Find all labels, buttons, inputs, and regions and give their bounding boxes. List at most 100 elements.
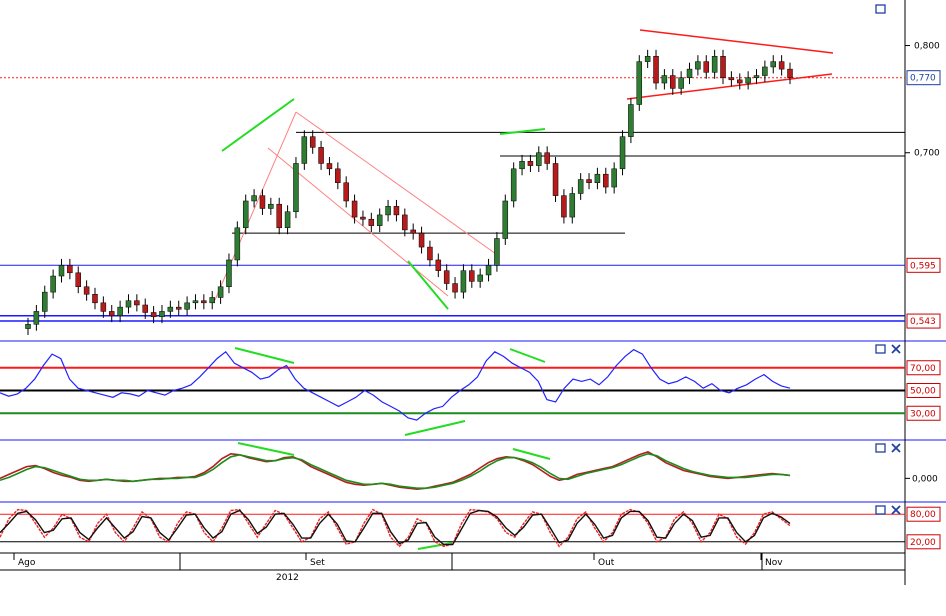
price-label: 0,543 bbox=[910, 317, 936, 327]
candle-body bbox=[494, 238, 500, 266]
candle-body bbox=[477, 274, 483, 282]
rsi-level-label: 70,00 bbox=[910, 364, 936, 374]
candle-body bbox=[678, 77, 684, 89]
price-label-box bbox=[906, 70, 941, 86]
maximize-icon[interactable] bbox=[875, 443, 886, 453]
candle-body bbox=[452, 283, 458, 293]
candle-body bbox=[527, 161, 534, 166]
candle-body bbox=[737, 79, 743, 84]
maximize-icon[interactable] bbox=[875, 4, 886, 14]
candle-body bbox=[318, 147, 324, 164]
candle-body bbox=[376, 214, 383, 226]
candle-body bbox=[753, 75, 760, 78]
candle-body bbox=[561, 195, 567, 218]
candle-body bbox=[569, 193, 576, 218]
stoch-level-label: 80,00 bbox=[910, 510, 936, 520]
candle-body bbox=[100, 302, 107, 312]
divergence-line bbox=[407, 260, 449, 310]
candle-body bbox=[184, 302, 190, 310]
rsi-label-box bbox=[906, 383, 941, 398]
candle-body bbox=[293, 163, 299, 212]
candle-body bbox=[762, 66, 768, 76]
year-label: 2012 bbox=[276, 573, 299, 583]
candle-body bbox=[653, 55, 659, 84]
macd-zero-label: 0,000 bbox=[912, 474, 938, 484]
candle-body bbox=[720, 55, 726, 78]
candle-body bbox=[644, 55, 651, 62]
candle-body bbox=[259, 195, 266, 209]
candle-body bbox=[469, 270, 475, 282]
price-label-box bbox=[906, 313, 941, 329]
candle-body bbox=[360, 216, 366, 220]
maximize-icon[interactable] bbox=[875, 344, 886, 354]
candle-body bbox=[686, 68, 693, 78]
triangle-upper-line bbox=[639, 29, 834, 54]
candle-body bbox=[418, 232, 425, 248]
candle-body bbox=[67, 265, 73, 274]
macd-signal-line bbox=[0, 452, 791, 490]
close-icon[interactable] bbox=[891, 505, 901, 515]
candle-body bbox=[586, 179, 592, 184]
candle-body bbox=[368, 218, 375, 226]
candle-body bbox=[502, 200, 509, 239]
candle-body bbox=[167, 306, 174, 312]
candle-body bbox=[787, 68, 793, 78]
candle-body bbox=[552, 163, 559, 196]
close-icon[interactable] bbox=[891, 344, 901, 354]
candle-body bbox=[745, 77, 751, 84]
candle-body bbox=[268, 203, 274, 209]
candle-body bbox=[326, 163, 333, 170]
candle-body bbox=[670, 75, 676, 89]
price-label-box bbox=[906, 257, 941, 273]
x-tick-label: Nov bbox=[765, 558, 783, 568]
candle-body bbox=[770, 61, 777, 68]
candle-body bbox=[628, 104, 634, 137]
divergence-line bbox=[237, 442, 295, 456]
candle-body bbox=[402, 214, 408, 231]
x-tick-label: Out bbox=[598, 558, 615, 568]
candle-body bbox=[536, 152, 542, 166]
divergence-line bbox=[512, 448, 551, 460]
candle-body bbox=[510, 168, 517, 202]
divergence-line bbox=[234, 347, 295, 364]
candle-body bbox=[33, 311, 40, 325]
candle-body bbox=[695, 61, 701, 70]
candle-body bbox=[335, 168, 341, 184]
y-tick-label: 0,800 bbox=[914, 42, 940, 52]
candle-body bbox=[393, 206, 400, 216]
candle-body bbox=[175, 306, 182, 310]
candle-body bbox=[159, 311, 165, 318]
candle-body bbox=[50, 275, 56, 293]
candle-body bbox=[435, 259, 442, 271]
candle-body bbox=[301, 136, 308, 164]
candle-body bbox=[117, 306, 123, 316]
rsi-line bbox=[0, 348, 791, 421]
stoch-k-line bbox=[0, 508, 791, 548]
candle-body bbox=[209, 297, 215, 304]
candle-body bbox=[385, 206, 391, 216]
candle-body bbox=[201, 300, 207, 304]
candle-body bbox=[309, 136, 316, 148]
channel-upper-line bbox=[295, 111, 497, 255]
candle-body bbox=[636, 61, 643, 105]
candle-body bbox=[619, 136, 626, 170]
candle-body bbox=[594, 173, 601, 184]
candle-body bbox=[711, 55, 718, 73]
candle-body bbox=[150, 312, 157, 318]
y-tick-label: 0,700 bbox=[914, 149, 940, 159]
rsi-label-box bbox=[906, 405, 941, 421]
candle-body bbox=[284, 211, 291, 229]
candle-body bbox=[142, 304, 148, 313]
close-icon[interactable] bbox=[891, 443, 901, 453]
candle-body bbox=[519, 161, 525, 170]
divergence-line bbox=[509, 348, 546, 363]
candle-body bbox=[577, 179, 584, 194]
maximize-icon[interactable] bbox=[875, 505, 886, 515]
candle-body bbox=[242, 200, 249, 229]
stoch-label-box bbox=[906, 534, 941, 550]
candle-body bbox=[485, 265, 492, 276]
candle-body bbox=[192, 300, 199, 304]
price-label: 0,595 bbox=[910, 261, 936, 271]
candle-body bbox=[41, 291, 48, 312]
